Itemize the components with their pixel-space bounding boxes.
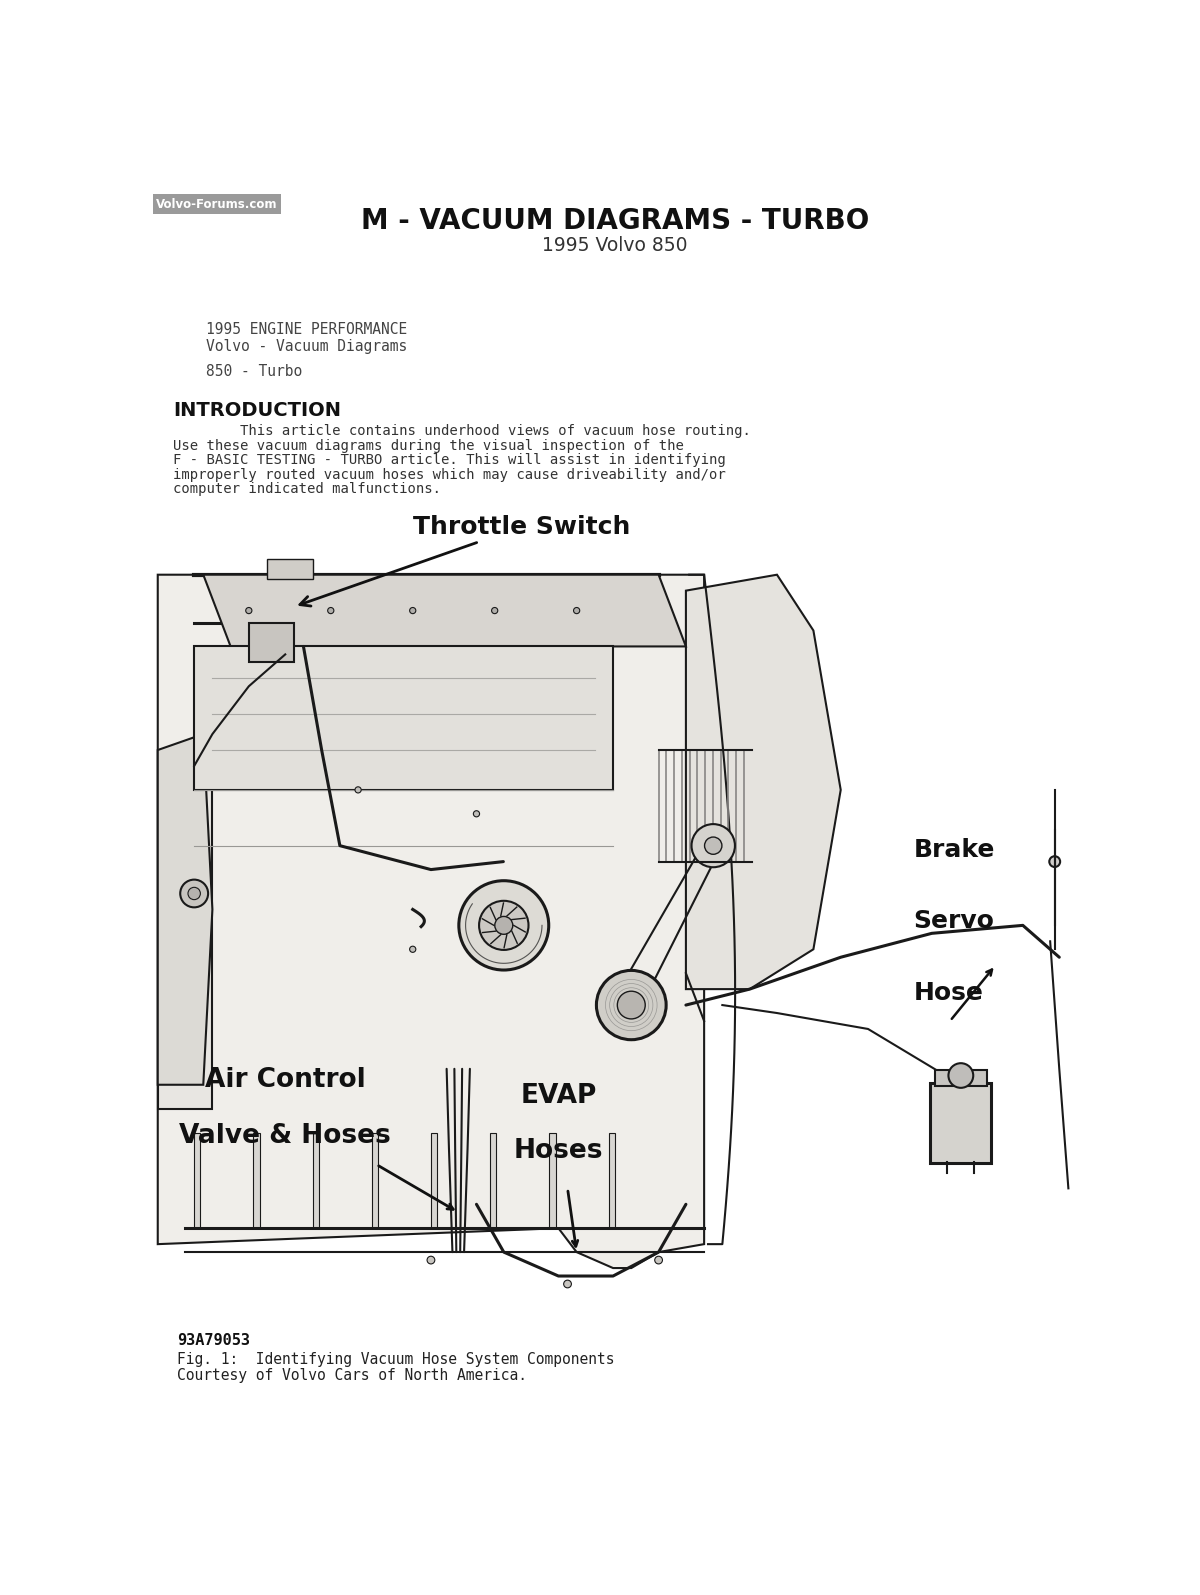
Polygon shape bbox=[194, 1132, 200, 1228]
Circle shape bbox=[473, 810, 480, 817]
Circle shape bbox=[492, 608, 498, 614]
Circle shape bbox=[617, 990, 646, 1019]
Polygon shape bbox=[490, 1132, 497, 1228]
Text: Volvo-Forums.com: Volvo-Forums.com bbox=[156, 198, 277, 211]
Polygon shape bbox=[253, 1132, 259, 1228]
FancyBboxPatch shape bbox=[248, 622, 294, 662]
Polygon shape bbox=[608, 1132, 614, 1228]
Circle shape bbox=[479, 901, 528, 951]
Text: computer indicated malfunctions.: computer indicated malfunctions. bbox=[173, 482, 442, 496]
Text: Air Control: Air Control bbox=[205, 1067, 366, 1093]
Text: Courtesy of Volvo Cars of North America.: Courtesy of Volvo Cars of North America. bbox=[178, 1369, 527, 1383]
Text: Brake: Brake bbox=[913, 837, 995, 861]
Circle shape bbox=[458, 880, 548, 970]
Polygon shape bbox=[157, 574, 704, 1268]
Text: improperly routed vacuum hoses which may cause driveability and/or: improperly routed vacuum hoses which may… bbox=[173, 467, 726, 482]
Circle shape bbox=[427, 1257, 434, 1263]
Circle shape bbox=[948, 1064, 973, 1088]
Polygon shape bbox=[194, 646, 613, 790]
Text: 1995 ENGINE PERFORMANCE: 1995 ENGINE PERFORMANCE bbox=[206, 322, 407, 337]
Polygon shape bbox=[157, 734, 212, 1085]
Text: 1995 Volvo 850: 1995 Volvo 850 bbox=[542, 236, 688, 255]
Circle shape bbox=[494, 917, 512, 935]
Polygon shape bbox=[686, 574, 841, 989]
Text: Hose: Hose bbox=[913, 981, 984, 1005]
Circle shape bbox=[409, 946, 416, 952]
Circle shape bbox=[1049, 857, 1060, 868]
Circle shape bbox=[180, 879, 208, 908]
Circle shape bbox=[564, 1281, 571, 1287]
Text: Volvo - Vacuum Diagrams: Volvo - Vacuum Diagrams bbox=[206, 340, 407, 354]
Circle shape bbox=[188, 887, 200, 900]
FancyBboxPatch shape bbox=[935, 1070, 986, 1086]
Circle shape bbox=[655, 1257, 662, 1263]
Circle shape bbox=[409, 608, 416, 614]
Text: This article contains underhood views of vacuum hose routing.: This article contains underhood views of… bbox=[173, 424, 751, 439]
Text: Use these vacuum diagrams during the visual inspection of the: Use these vacuum diagrams during the vis… bbox=[173, 439, 684, 453]
FancyBboxPatch shape bbox=[930, 1083, 991, 1163]
Circle shape bbox=[704, 837, 722, 855]
Text: Servo: Servo bbox=[913, 909, 995, 933]
Circle shape bbox=[328, 608, 334, 614]
Text: Valve & Hoses: Valve & Hoses bbox=[179, 1123, 391, 1148]
Text: M - VACUUM DIAGRAMS - TURBO: M - VACUUM DIAGRAMS - TURBO bbox=[361, 207, 869, 234]
Text: EVAP: EVAP bbox=[521, 1083, 596, 1109]
Circle shape bbox=[691, 825, 734, 868]
Circle shape bbox=[355, 786, 361, 793]
Polygon shape bbox=[312, 1132, 319, 1228]
Text: INTRODUCTION: INTRODUCTION bbox=[173, 400, 341, 419]
Text: F - BASIC TESTING - TURBO article. This will assist in identifying: F - BASIC TESTING - TURBO article. This … bbox=[173, 453, 726, 467]
Text: Fig. 1:  Identifying Vacuum Hose System Components: Fig. 1: Identifying Vacuum Hose System C… bbox=[178, 1353, 614, 1367]
Polygon shape bbox=[372, 1132, 378, 1228]
FancyBboxPatch shape bbox=[157, 510, 1068, 1308]
Circle shape bbox=[574, 608, 580, 614]
Polygon shape bbox=[157, 750, 212, 1109]
Text: 93A79053: 93A79053 bbox=[178, 1333, 250, 1348]
Circle shape bbox=[246, 608, 252, 614]
Text: Hoses: Hoses bbox=[514, 1139, 604, 1164]
Polygon shape bbox=[203, 574, 686, 646]
FancyBboxPatch shape bbox=[268, 558, 312, 579]
Text: Throttle Switch: Throttle Switch bbox=[300, 515, 630, 606]
Polygon shape bbox=[431, 1132, 437, 1228]
Circle shape bbox=[596, 970, 666, 1040]
Polygon shape bbox=[550, 1132, 556, 1228]
Text: 850 - Turbo: 850 - Turbo bbox=[206, 364, 302, 380]
